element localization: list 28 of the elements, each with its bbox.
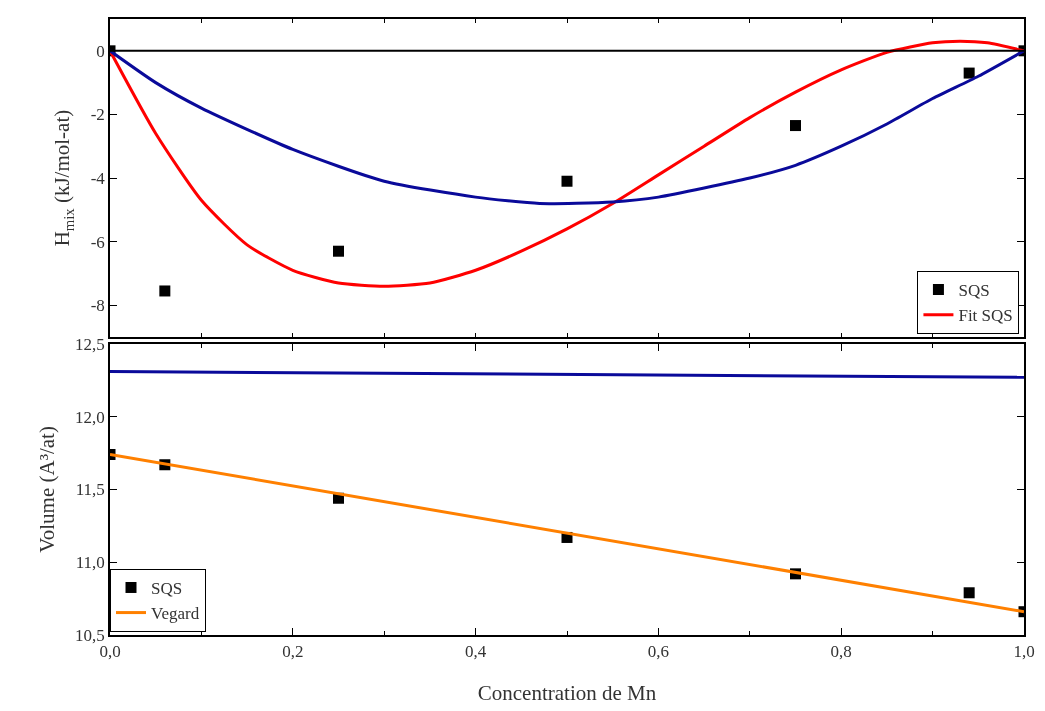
x-axis-title: Concentration de Mn — [477, 680, 657, 705]
y-tick-label: 12,0 — [75, 407, 105, 427]
y-tick-label: 12,5 — [75, 334, 105, 354]
x-tick-label: 0,8 — [830, 642, 852, 662]
x-tick-label: 0,0 — [99, 642, 121, 662]
y-tick-label: 11,0 — [75, 553, 105, 573]
legend-label: SQS — [151, 579, 183, 599]
y-tick-label: -6 — [90, 232, 105, 252]
legend-label: Vegard — [151, 604, 200, 624]
point — [963, 67, 975, 79]
y-axis-title: Volume (A³/at) — [34, 426, 59, 553]
x-tick-label: 1,0 — [1013, 642, 1035, 662]
x-tick-label: 0,6 — [647, 642, 670, 662]
y-tick-label: -2 — [90, 105, 105, 125]
legend-label: Fit SQS — [958, 306, 1013, 326]
y-tick-label: -8 — [90, 296, 105, 316]
x-tick-label: 0,2 — [282, 642, 304, 662]
x-tick-label: 0,4 — [464, 642, 487, 662]
y-tick-label: 11,5 — [75, 480, 105, 500]
y-tick-label: -4 — [90, 169, 106, 188]
point — [790, 120, 801, 132]
point — [561, 175, 573, 187]
point — [963, 587, 975, 599]
legend-label: SQS — [958, 281, 990, 301]
y-tick-label: 10,5 — [75, 625, 105, 645]
y-tick-label: 0 — [96, 41, 105, 61]
point — [333, 245, 344, 257]
point — [159, 285, 171, 297]
